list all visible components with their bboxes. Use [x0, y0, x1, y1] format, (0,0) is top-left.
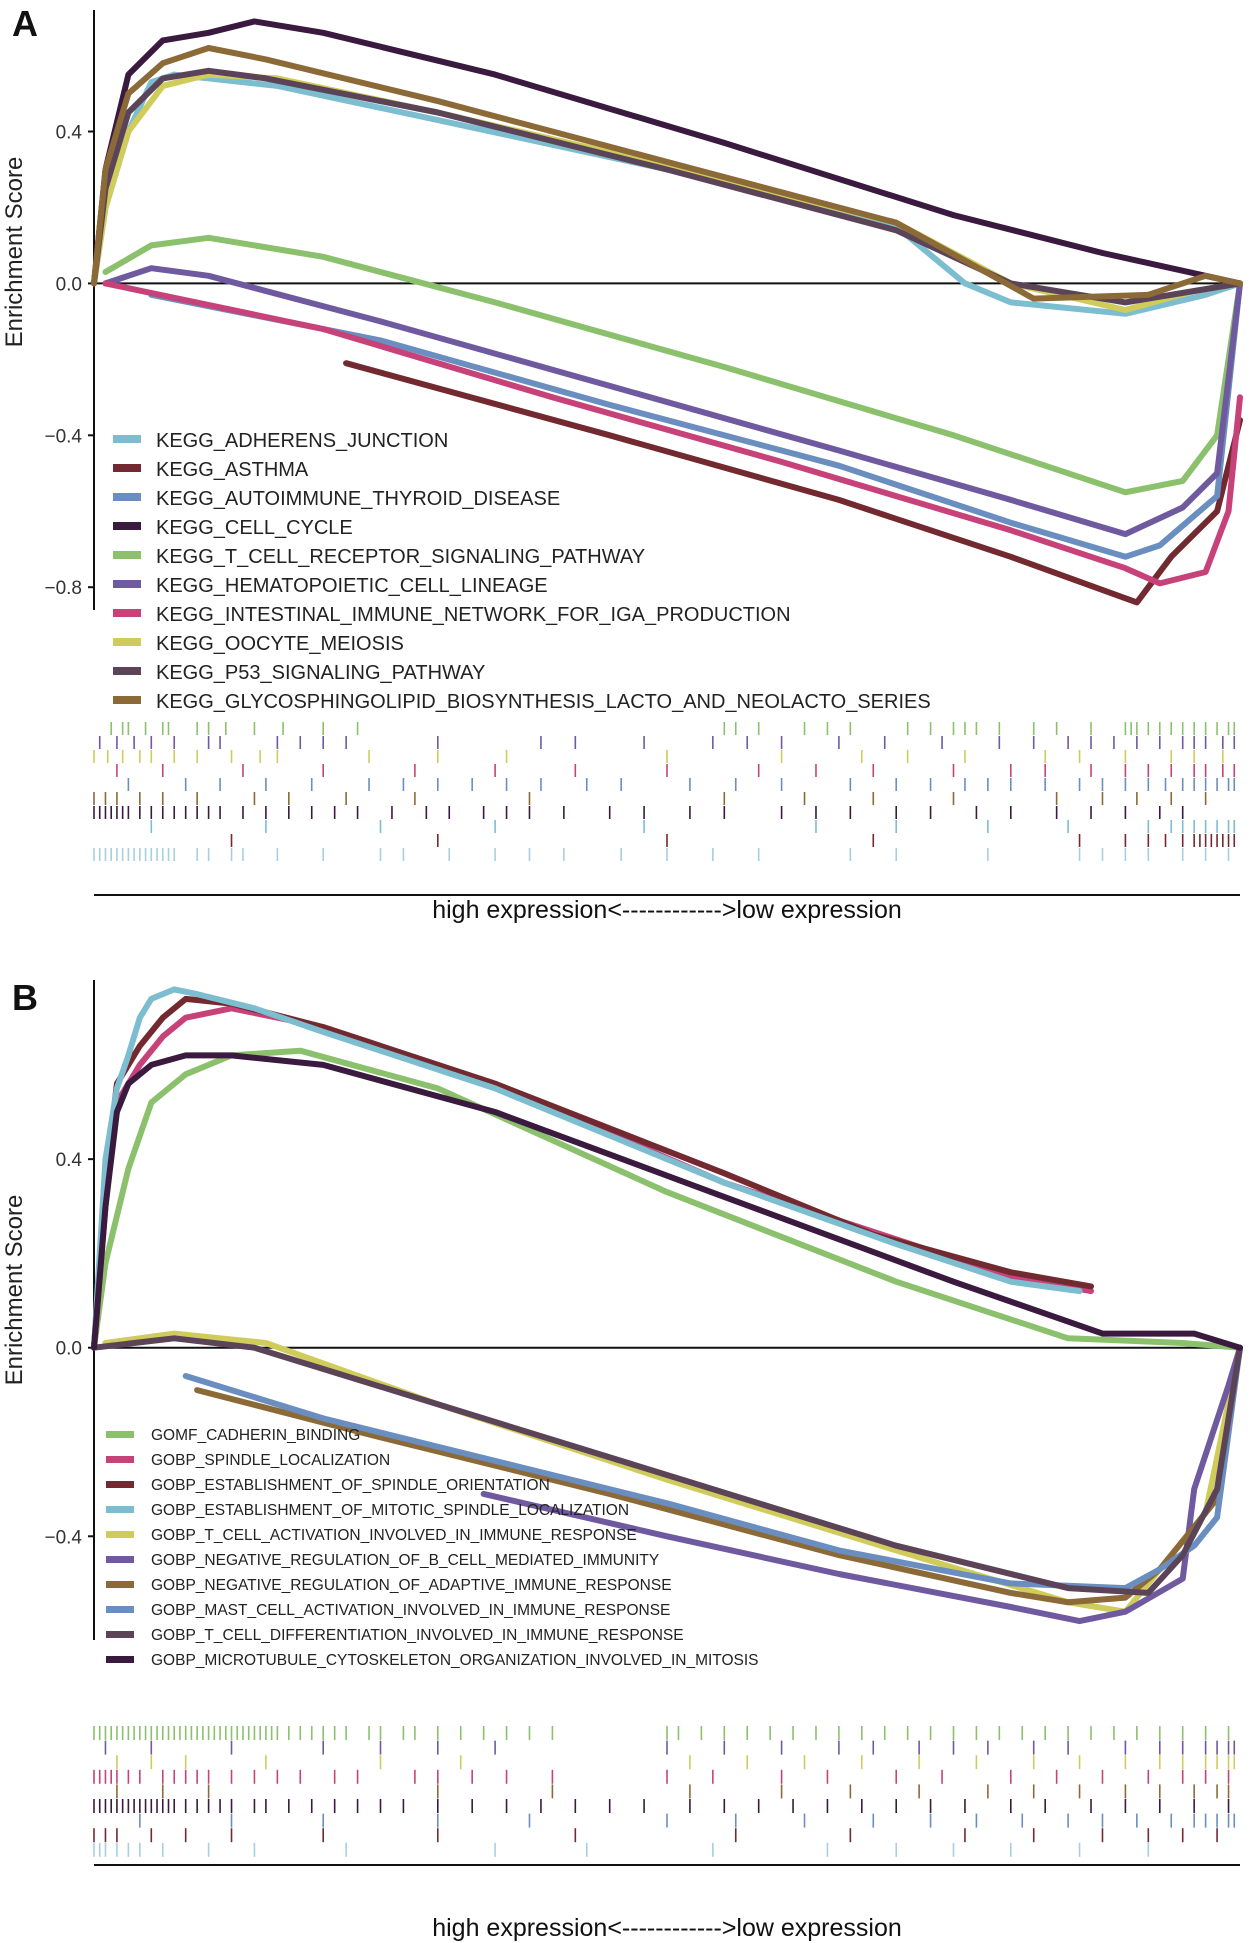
panel-b: B Enrichment Score high expression<-----…	[0, 970, 1255, 1943]
series-line	[343, 360, 1243, 606]
legend-swatch	[113, 696, 141, 704]
legend-label: KEGG_INTESTINAL_IMMUNE_NETWORK_FOR_IGA_P…	[156, 604, 791, 626]
legend-label: KEGG_ASTHMA	[156, 459, 309, 481]
legend-swatch	[106, 1556, 134, 1563]
legend-swatch	[113, 551, 141, 559]
series-line	[102, 234, 1243, 496]
legend-swatch	[106, 1656, 134, 1663]
legend-label: GOBP_ESTABLISHMENT_OF_SPINDLE_ORIENTATIO…	[151, 1477, 550, 1494]
series-line	[91, 71, 1243, 317]
legend-label: GOBP_NEGATIVE_REGULATION_OF_B_CELL_MEDIA…	[151, 1552, 659, 1569]
y-tick-label: 0.0	[56, 274, 82, 295]
y-axis-title-b: Enrichment Score	[1, 1195, 28, 1386]
legend-swatch	[113, 667, 141, 675]
panel-label-a: A	[12, 3, 38, 44]
y-tick-label: 0.0	[56, 1339, 82, 1360]
legend-label: GOBP_T_CELL_DIFFERENTIATION_INVOLVED_IN_…	[151, 1627, 684, 1644]
legend-label: GOBP_MAST_CELL_ACTIVATION_INVOLVED_IN_IM…	[151, 1602, 670, 1619]
y-axis-title-a: Enrichment Score	[1, 157, 28, 348]
legend-label: KEGG_CELL_CYCLE	[156, 517, 353, 539]
legend-label: KEGG_GLYCOSPHINGOLIPID_BIOSYNTHESIS_LACT…	[156, 691, 931, 713]
legend-swatch	[113, 580, 141, 588]
legend-swatch	[113, 609, 141, 617]
y-tick-label: −0.4	[44, 1527, 82, 1548]
y-tick-label: −0.4	[44, 426, 82, 447]
legend-b: GOMF_CADHERIN_BINDING GOBP_SPINDLE_LOCAL…	[106, 1427, 759, 1669]
legend-swatch	[106, 1431, 134, 1438]
legend-swatch	[106, 1506, 134, 1513]
y-tick-label: 0.4	[56, 1150, 83, 1171]
series-line	[91, 67, 1243, 306]
legend-swatch	[113, 435, 141, 443]
series-line	[91, 1047, 1243, 1351]
legend-swatch	[113, 464, 141, 472]
legend-swatch	[106, 1606, 134, 1613]
legend-label: KEGG_AUTOIMMUNE_THYROID_DISEASE	[156, 488, 560, 510]
gsea-chart-b: B Enrichment Score high expression<-----…	[1, 977, 1243, 1942]
legend-label: KEGG_OOCYTE_MEIOSIS	[156, 633, 404, 655]
x-axis-title-a: high expression<------------>low express…	[432, 896, 902, 924]
y-tick-label: 0.4	[56, 123, 83, 144]
legend-swatch	[106, 1481, 134, 1488]
series-line	[91, 1052, 1243, 1351]
series-line	[480, 1344, 1243, 1625]
legend-swatch	[106, 1456, 134, 1463]
legend-label: KEGG_ADHERENS_JUNCTION	[156, 430, 448, 452]
legend-label: KEGG_T_CELL_RECEPTOR_SIGNALING_PATHWAY	[156, 546, 645, 568]
series-line	[91, 18, 1243, 287]
legend-label: GOBP_NEGATIVE_REGULATION_OF_ADAPTIVE_IMM…	[151, 1577, 672, 1594]
panel-label-b: B	[12, 977, 38, 1018]
legend-label: GOBP_ESTABLISHMENT_OF_MITOTIC_SPINDLE_LO…	[151, 1502, 629, 1519]
legend-swatch	[106, 1531, 134, 1538]
series-line	[102, 280, 1243, 587]
y-tick-label: −0.8	[44, 578, 82, 599]
panel-a: A Enrichment Score high expression<-----…	[0, 0, 1255, 960]
series-line	[91, 71, 1243, 313]
series-line	[148, 280, 1243, 560]
series-line	[91, 986, 1083, 1351]
plot-area-b: 0.4 0.0 −0.4	[44, 980, 1243, 1866]
series-line	[182, 1344, 1243, 1592]
legend-label: GOMF_CADHERIN_BINDING	[151, 1427, 360, 1444]
legend-swatch	[113, 522, 141, 530]
legend-label: GOBP_MICROTUBULE_CYTOSKELETON_ORGANIZATI…	[151, 1652, 759, 1669]
series-line	[91, 1335, 1243, 1596]
legend-label: KEGG_HEMATOPOIETIC_CELL_LINEAGE	[156, 575, 548, 597]
legend-swatch	[113, 493, 141, 501]
legend-label: GOBP_T_CELL_ACTIVATION_INVOLVED_IN_IMMUN…	[151, 1527, 637, 1544]
series-line	[102, 1330, 1243, 1615]
plot-area-a: 0.4 0.0 −0.4 −0.8	[44, 10, 1243, 896]
legend-label: GOBP_SPINDLE_LOCALIZATION	[151, 1452, 390, 1469]
gsea-chart-a: A Enrichment Score high expression<-----…	[1, 3, 1243, 924]
legend-label: KEGG_P53_SIGNALING_PATHWAY	[156, 662, 485, 684]
series-line	[91, 45, 1243, 302]
legend-swatch	[113, 638, 141, 646]
legend-swatch	[106, 1581, 134, 1588]
legend-a: KEGG_ADHERENS_JUNCTION KEGG_ASTHMA KEGG_…	[113, 430, 931, 713]
legend-swatch	[106, 1631, 134, 1638]
x-axis-title-b: high expression<------------>low express…	[432, 1914, 902, 1942]
series-line	[102, 265, 1243, 538]
